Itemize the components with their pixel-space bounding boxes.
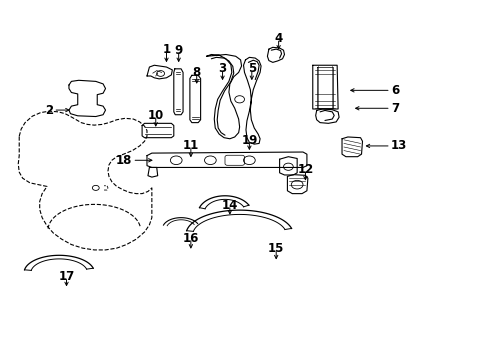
Text: 12: 12 (297, 163, 313, 176)
Text: 5: 5 (247, 62, 255, 75)
Text: 3: 3 (218, 62, 226, 75)
Text: 8: 8 (192, 66, 201, 79)
Text: 11: 11 (183, 139, 199, 152)
Text: 4: 4 (274, 32, 282, 45)
Text: 13: 13 (390, 139, 406, 152)
Text: 18: 18 (116, 154, 132, 167)
Text: 16: 16 (183, 231, 199, 244)
Text: 7: 7 (390, 102, 398, 115)
Text: 10: 10 (147, 109, 163, 122)
Text: 9: 9 (174, 44, 183, 57)
Text: 19: 19 (241, 134, 257, 147)
Text: 17: 17 (58, 270, 75, 283)
Text: 15: 15 (267, 242, 284, 255)
Text: 1: 1 (162, 42, 170, 55)
Text: 6: 6 (390, 84, 398, 97)
Text: 14: 14 (221, 199, 238, 212)
Text: 2: 2 (45, 104, 53, 117)
